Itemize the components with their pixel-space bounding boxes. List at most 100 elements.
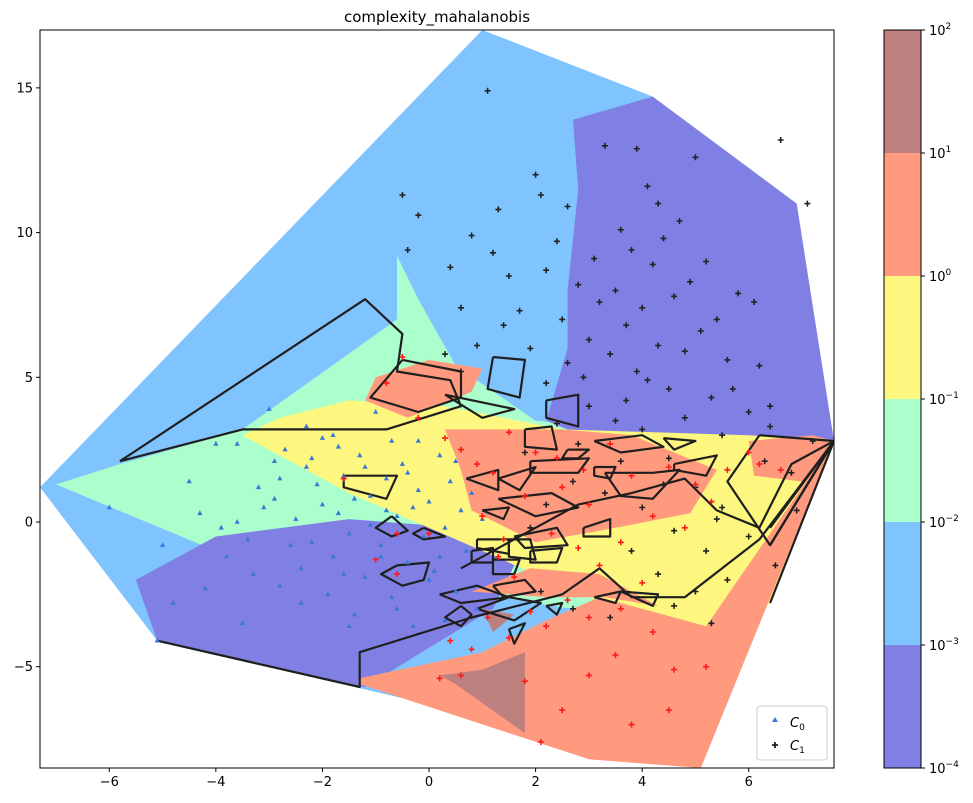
- point-series0-71: [442, 617, 448, 623]
- point-series1-5: [527, 345, 534, 352]
- point-series0-56: [367, 521, 373, 527]
- point-series1-4: [516, 307, 523, 314]
- colorbar-band-5: [884, 30, 921, 153]
- point-series0-17: [309, 539, 315, 545]
- point-series2-29: [511, 574, 518, 580]
- complexity-region-7: [445, 429, 717, 543]
- point-series2-19: [649, 513, 656, 520]
- point-series0-38: [421, 533, 427, 539]
- complexity-region-9: [471, 568, 659, 606]
- point-series1-93: [767, 403, 774, 410]
- point-series0-34: [399, 461, 405, 466]
- point-series1-9: [559, 316, 566, 323]
- point-series1-76: [644, 377, 651, 384]
- point-series1-77: [681, 414, 688, 421]
- point-series1-16: [607, 351, 614, 358]
- point-series1-24: [649, 261, 656, 268]
- point-series1-85: [458, 304, 464, 311]
- point-series1-100: [708, 620, 715, 627]
- point-series0-5: [223, 553, 230, 559]
- point-series0-80: [415, 438, 421, 443]
- x-axis: −6 −4 −2 0 2 4 6: [100, 768, 753, 790]
- point-series1-52: [703, 547, 710, 554]
- point-series0-59: [437, 553, 443, 559]
- point-series0-18: [319, 435, 325, 440]
- point-series2-2: [415, 414, 422, 421]
- boundary-line-22: [465, 468, 500, 492]
- point-series0-53: [287, 542, 294, 547]
- legend-label-c0: C0: [790, 716, 805, 733]
- point-series0-47: [469, 490, 475, 495]
- colorbar-band-2: [884, 399, 921, 522]
- point-series1-32: [692, 154, 699, 161]
- colorbar-band-4: [884, 153, 921, 276]
- point-series2-27: [777, 466, 784, 473]
- point-series0-48: [474, 605, 480, 611]
- point-series2-20: [665, 464, 672, 470]
- point-series1-68: [553, 420, 560, 427]
- boundary-line-8: [342, 474, 399, 500]
- point-series1-71: [500, 322, 507, 329]
- point-series1-97: [569, 605, 576, 612]
- point-series1-21: [633, 368, 640, 375]
- point-series0-21: [330, 553, 336, 559]
- x-tick-label: 2: [531, 775, 539, 790]
- point-series0-11: [271, 495, 278, 501]
- colorbar-tick-label: 10−4: [929, 760, 959, 777]
- point-series0-67: [250, 571, 256, 576]
- point-series0-15: [298, 565, 304, 571]
- point-series1-98: [607, 614, 614, 621]
- point-series0-19: [319, 501, 325, 507]
- point-series0-57: [389, 438, 395, 443]
- point-series1-75: [623, 397, 630, 404]
- colorbar-tick-label: 100: [929, 268, 952, 285]
- point-series0-61: [309, 455, 315, 461]
- point-series2-9: [532, 449, 539, 456]
- point-series0-9: [255, 484, 262, 490]
- point-series1-55: [601, 490, 608, 497]
- point-series0-64: [378, 553, 384, 559]
- point-series0-46: [463, 547, 469, 553]
- point-series1-34: [703, 258, 710, 265]
- boundary-line-15: [593, 434, 665, 454]
- boundary-line-33: [492, 578, 537, 599]
- point-series2-8: [521, 493, 528, 499]
- legend: C0 C1: [756, 705, 828, 761]
- boundary-line-5: [369, 358, 463, 414]
- point-series2-46: [612, 652, 619, 659]
- point-series1-49: [719, 504, 726, 511]
- point-series1-54: [639, 504, 646, 511]
- complexity-region-10: [439, 652, 525, 734]
- x-tick-label: 4: [638, 775, 646, 790]
- point-series1-72: [442, 351, 448, 358]
- colorbar-band-0: [884, 645, 921, 768]
- point-series1-37: [724, 356, 731, 363]
- point-series2-0: [383, 380, 390, 387]
- x-tick-label: −2: [313, 775, 332, 790]
- point-series0-28: [367, 493, 373, 498]
- point-series0-69: [346, 623, 352, 628]
- point-series0-43: [447, 478, 453, 484]
- point-series1-38: [735, 290, 742, 297]
- point-series0-60: [277, 475, 283, 481]
- point-series1-45: [612, 417, 619, 424]
- point-series1-29: [676, 218, 683, 224]
- point-series2-49: [458, 672, 464, 679]
- point-series2-38: [447, 637, 454, 644]
- point-series2-44: [559, 707, 566, 714]
- point-series1-8: [553, 238, 560, 245]
- boundary-line-16: [662, 437, 697, 451]
- point-series1-7: [543, 267, 550, 274]
- point-series1-31: [687, 278, 694, 285]
- point-series0-58: [410, 504, 416, 510]
- point-series1-63: [575, 440, 582, 447]
- point-series1-60: [655, 571, 662, 578]
- point-series1-42: [777, 137, 784, 143]
- point-series1-10: [564, 359, 571, 366]
- point-series0-31: [383, 475, 389, 481]
- point-series1-65: [660, 481, 667, 488]
- point-series1-81: [404, 247, 411, 253]
- boundary-line-4: [769, 439, 834, 604]
- complexity-region-6: [365, 359, 483, 418]
- boundary-line-13: [523, 425, 559, 451]
